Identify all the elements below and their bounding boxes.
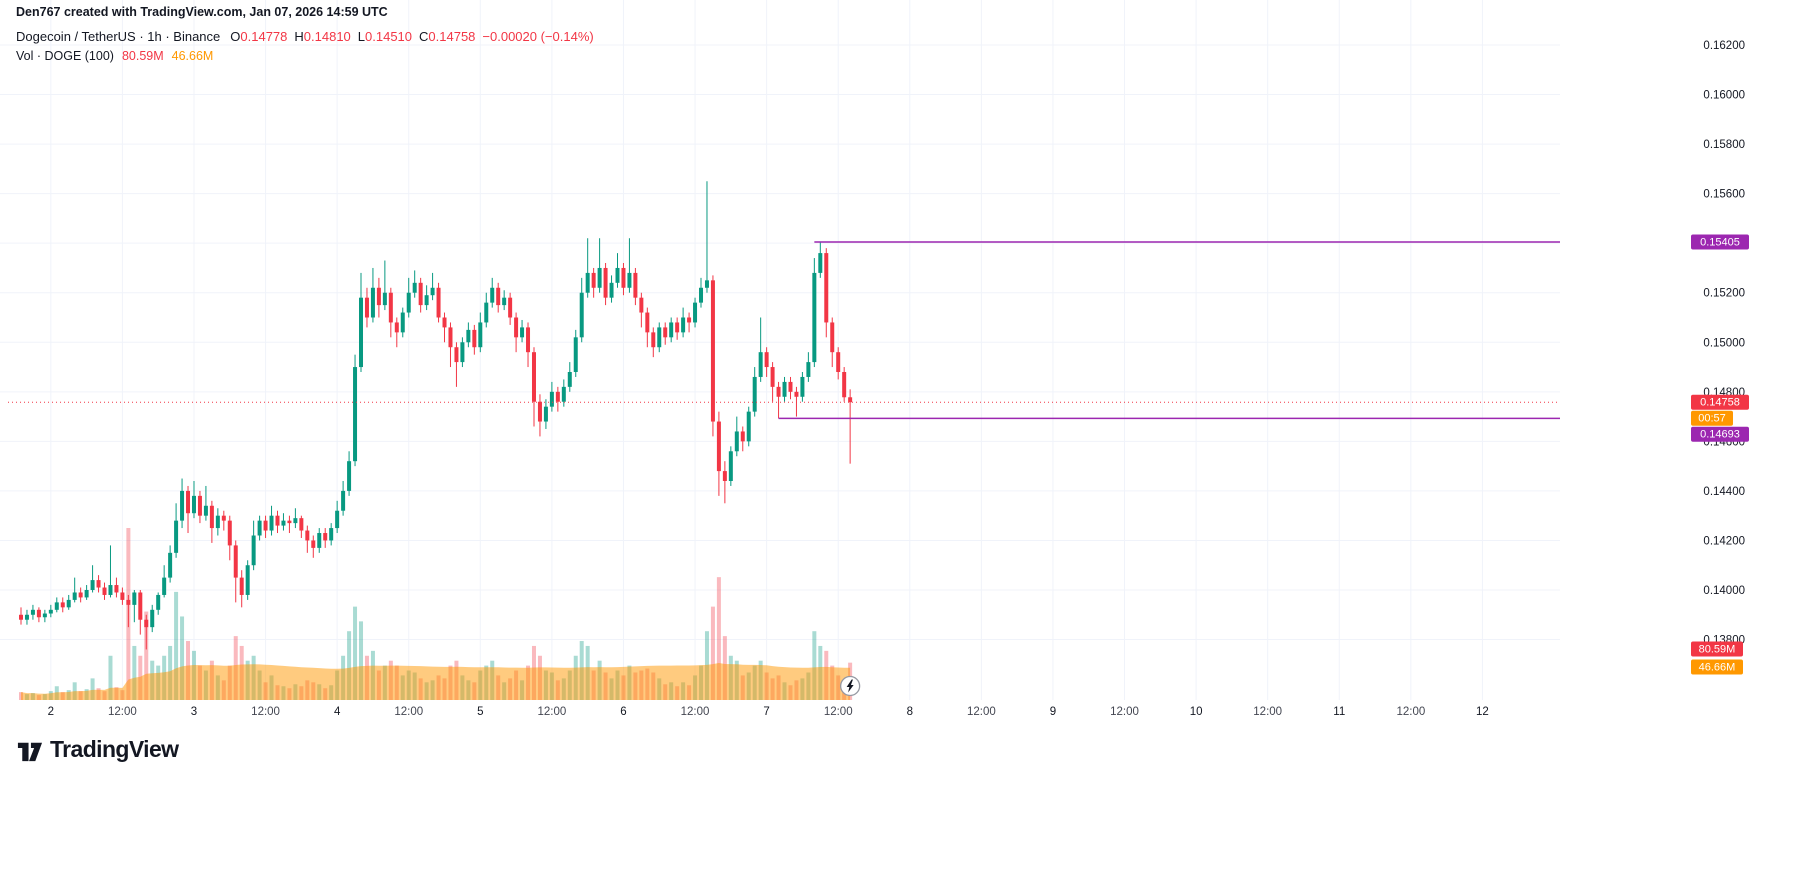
svg-text:00:57: 00:57 [1698,413,1726,425]
quick-trade-button[interactable] [839,675,861,697]
svg-text:3: 3 [191,706,197,718]
symbol-legend[interactable]: Dogecoin / TetherUS · 1h · Binance O0.147… [16,29,594,44]
svg-text:10: 10 [1190,706,1203,718]
svg-text:0.15000: 0.15000 [1703,337,1745,349]
svg-text:0.14400: 0.14400 [1703,486,1745,498]
svg-text:0.15600: 0.15600 [1703,189,1745,201]
svg-text:12:00: 12:00 [1253,706,1282,718]
svg-text:11: 11 [1333,706,1345,718]
svg-text:12:00: 12:00 [108,706,137,718]
volume-label[interactable]: Vol · DOGE (100) [16,49,114,63]
tradingview-logo-text: TradingView [50,736,179,762]
candles-layer [19,181,853,650]
svg-text:0.14758: 0.14758 [1700,397,1740,409]
price-chart[interactable]: 0.16200 0.16000 0.15800 0.15600 0.15200 0.150… [0,0,1793,730]
chart-grid [0,0,1560,700]
svg-text:46.66M: 46.66M [1699,662,1736,674]
svg-text:9: 9 [1050,706,1056,718]
svg-text:12:00: 12:00 [394,706,423,718]
svg-text:0.15200: 0.15200 [1703,288,1745,300]
ohlc-open: O0.14778 [230,29,287,44]
tradingview-logo-icon [17,742,43,762]
svg-text:7: 7 [763,706,769,718]
svg-text:0.14000: 0.14000 [1703,585,1745,597]
open-key: O [230,29,241,44]
low-key: L [357,29,366,44]
close-value: 0.14758 [428,29,476,44]
svg-text:12:00: 12:00 [967,706,996,718]
price-axis[interactable]: 0.16200 0.16000 0.15800 0.15600 0.15200 0.150… [1703,40,1745,647]
tradingview-logo[interactable]: TradingView [16,736,179,763]
horizontal-line-drawings[interactable] [778,241,1560,420]
time-axis[interactable]: 2 12:00 3 12:00 4 12:00 5 12:00 6 12:00 7 12:00 8 12:… [48,706,1489,718]
svg-text:0.15405: 0.15405 [1700,236,1740,248]
svg-text:12:00: 12:00 [1110,706,1139,718]
svg-text:12: 12 [1476,706,1489,718]
creator-watermark: Den767 created with TradingView.com, Jan… [16,5,388,19]
high-key: H [294,29,304,44]
ohlc-high: H0.14810 [294,29,350,44]
svg-text:0.16200: 0.16200 [1703,40,1745,52]
volume-value: 80.59M [121,49,164,63]
svg-text:0.14693: 0.14693 [1700,429,1740,441]
open-value: 0.14778 [240,29,288,44]
svg-text:0.16000: 0.16000 [1703,90,1745,102]
volume-ma-value: 46.66M [171,49,214,63]
volume-legend[interactable]: Vol · DOGE (100) 80.59M 46.66M [16,49,221,63]
svg-text:12:00: 12:00 [681,706,710,718]
svg-text:0.14200: 0.14200 [1703,535,1745,547]
svg-text:2: 2 [48,706,54,718]
ohlc-close: C0.14758 [419,29,475,44]
svg-text:80.59M: 80.59M [1699,644,1736,656]
change-value: −0.00020 (−0.14%) [482,29,594,44]
svg-text:5: 5 [477,706,483,718]
svg-text:4: 4 [334,706,341,718]
svg-text:12:00: 12:00 [251,706,280,718]
ohlc-low: L0.14510 [358,29,412,44]
symbol-title[interactable]: Dogecoin / TetherUS · 1h · Binance [16,29,221,44]
svg-text:12:00: 12:00 [1396,706,1425,718]
svg-text:12:00: 12:00 [537,706,566,718]
svg-text:12:00: 12:00 [824,706,853,718]
high-value: 0.14810 [303,29,351,44]
low-value: 0.14510 [365,29,413,44]
svg-text:8: 8 [907,706,913,718]
volume-ma-area [21,663,851,700]
svg-text:0.15800: 0.15800 [1703,139,1745,151]
svg-text:6: 6 [620,706,626,718]
axis-badges: 0.15405 0.14758 00:57 0.14693 80.59M 46.66M [1691,234,1749,675]
close-key: C [419,29,429,44]
